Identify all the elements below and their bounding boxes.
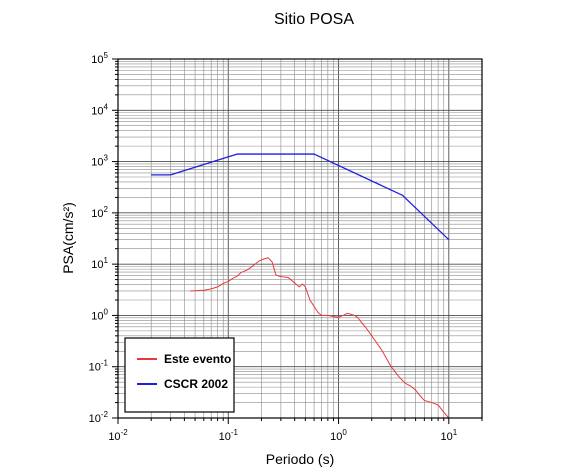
- y-tick-exponent: 4: [104, 102, 109, 111]
- y-tick-exponent: -2: [101, 410, 109, 419]
- x-tick-base: 10: [108, 431, 120, 443]
- x-tick-label: 100: [330, 428, 347, 443]
- y-axis-title: PSA(cm/s²): [60, 202, 76, 274]
- y-tick-exponent: 3: [104, 154, 109, 163]
- y-tick-label: 100: [91, 307, 108, 322]
- y-tick-label: 103: [91, 154, 108, 169]
- tick-marks: [112, 58, 483, 424]
- y-tick-base: 10: [89, 413, 101, 425]
- legend-box: [124, 337, 235, 413]
- x-tick-exponent: -1: [231, 428, 239, 437]
- y-tick-base: 10: [89, 362, 101, 374]
- y-tick-label: 101: [91, 256, 108, 271]
- y-tick-exponent: 5: [104, 51, 109, 60]
- x-tick-labels: 10-2 10-1 100 101: [108, 428, 457, 443]
- y-tick-base: 10: [91, 259, 103, 271]
- y-tick-base: 10: [91, 310, 103, 322]
- x-tick-base: 10: [330, 431, 342, 443]
- plot-frame: [117, 58, 483, 419]
- x-tick-base: 10: [440, 431, 452, 443]
- series-line-cscr-2002: [151, 153, 450, 241]
- chart-title: Sitio POSA: [274, 11, 354, 28]
- y-tick-label: 105: [91, 51, 108, 66]
- x-tick-exponent: -2: [121, 428, 129, 437]
- y-tick-base: 10: [91, 157, 103, 169]
- grid: [118, 59, 482, 418]
- legend: Este evento CSCR 2002: [124, 337, 235, 413]
- y-tick-label: 104: [91, 102, 108, 117]
- x-tick-label: 10-2: [108, 428, 128, 443]
- x-axis-title: Periodo (s): [266, 451, 334, 467]
- y-tick-base: 10: [91, 54, 103, 66]
- y-tick-label: 10-1: [89, 359, 109, 374]
- y-tick-base: 10: [91, 208, 103, 220]
- y-tick-base: 10: [91, 105, 103, 117]
- series-line-este-evento: [190, 257, 450, 419]
- y-tick-exponent: -1: [101, 359, 109, 368]
- y-tick-label: 102: [91, 205, 108, 220]
- y-tick-exponent: 2: [104, 205, 109, 214]
- legend-label-cscr-2002: CSCR 2002: [164, 377, 228, 391]
- x-tick-base: 10: [219, 431, 231, 443]
- x-tick-label: 101: [440, 428, 457, 443]
- x-tick-exponent: 0: [342, 428, 347, 437]
- y-tick-exponent: 1: [104, 256, 109, 265]
- legend-label-este-evento: Este evento: [164, 352, 231, 366]
- series-layer: [151, 153, 450, 419]
- y-tick-exponent: 0: [104, 307, 109, 316]
- x-tick-exponent: 1: [453, 428, 458, 437]
- x-tick-label: 10-1: [219, 428, 239, 443]
- y-tick-label: 10-2: [89, 410, 109, 425]
